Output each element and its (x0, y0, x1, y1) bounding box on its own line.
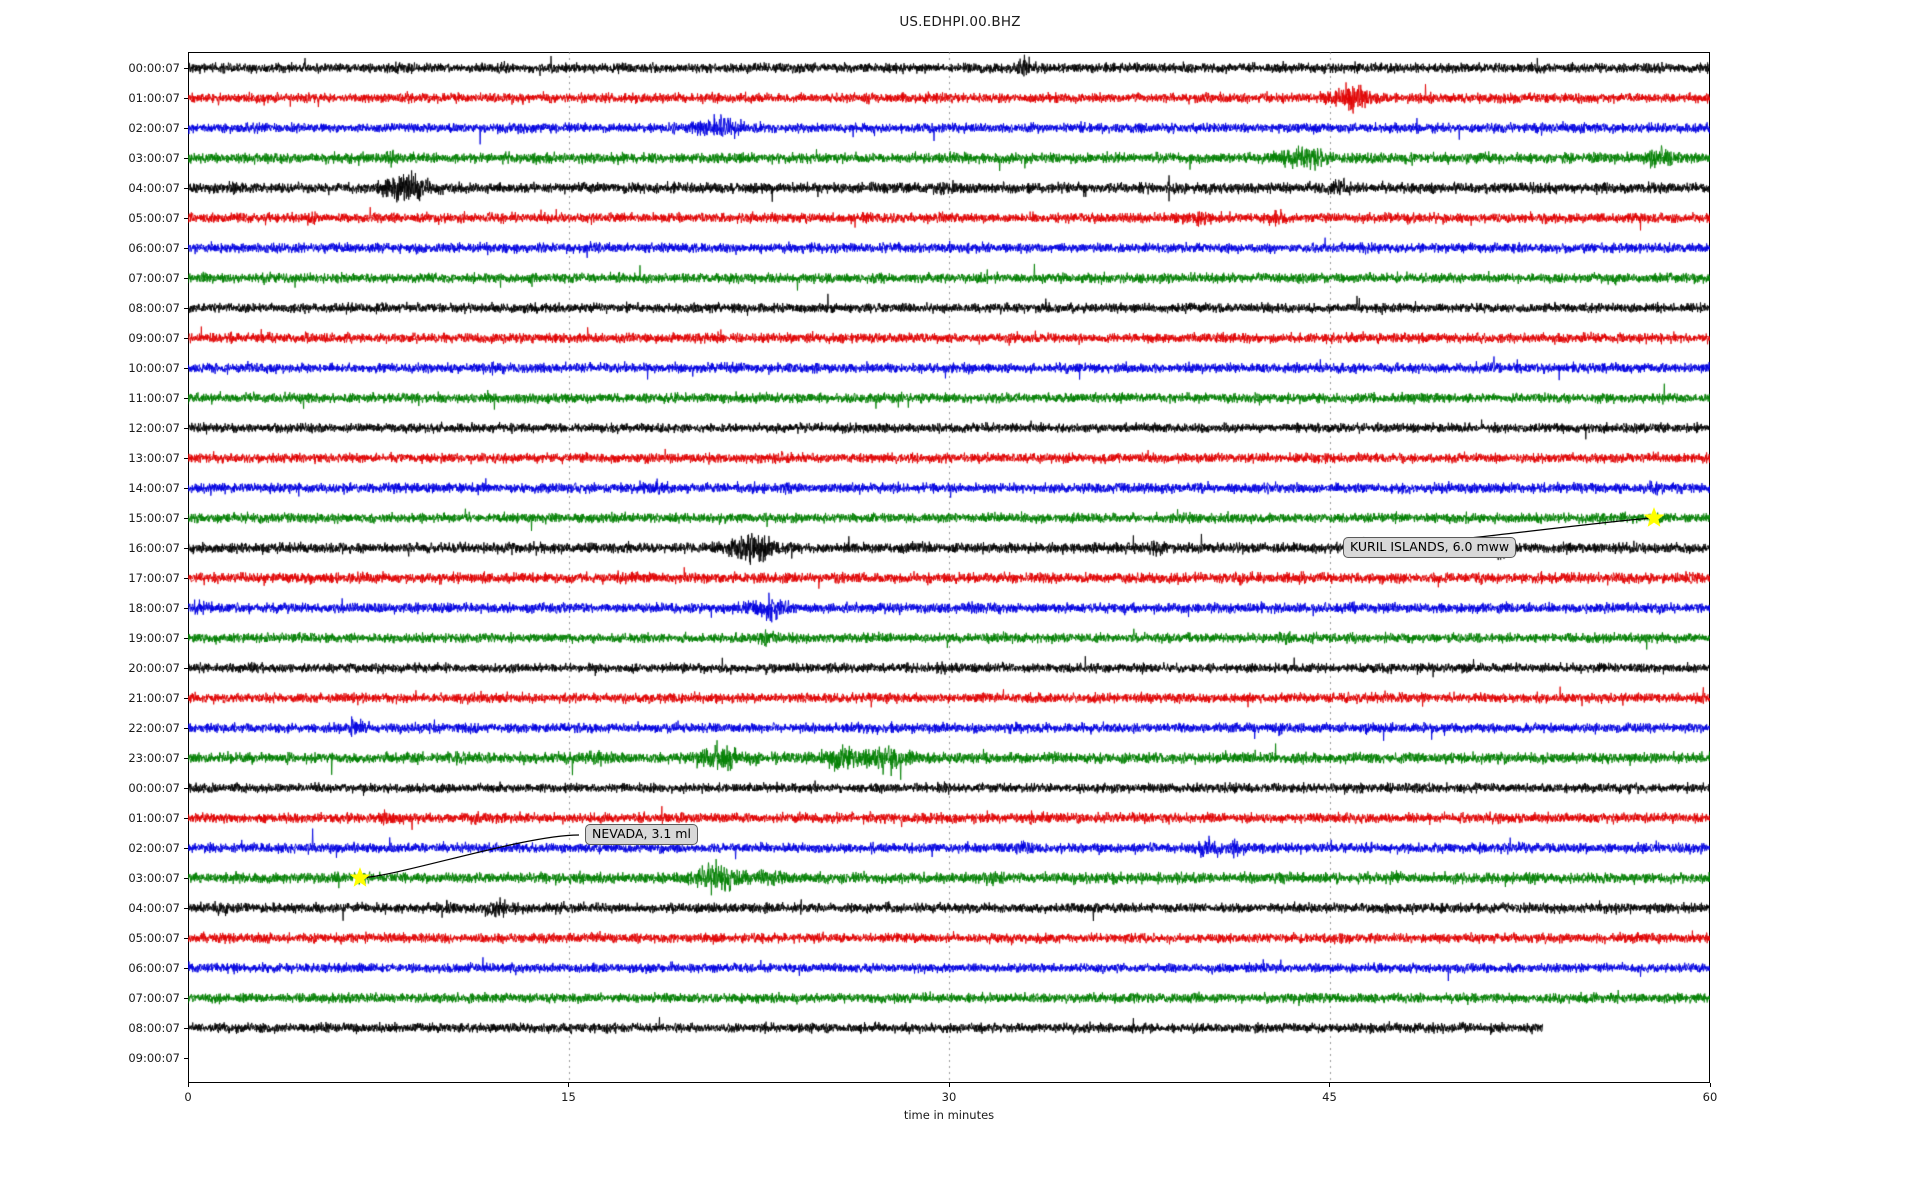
y-axis-tick-label: 12:00:07 (128, 421, 180, 435)
seismogram-traces-canvas (188, 52, 1710, 1083)
y-axis-tick-label: 01:00:07 (128, 91, 180, 105)
y-axis-tick-label: 14:00:07 (128, 481, 180, 495)
y-axis-tick-mark (184, 937, 188, 939)
y-axis-tick-label: 08:00:07 (128, 301, 180, 315)
y-axis-tick-label: 03:00:07 (128, 151, 180, 165)
y-axis-tick-mark (184, 307, 188, 309)
y-axis-tick-label: 09:00:07 (128, 1051, 180, 1065)
y-axis-tick-mark (184, 607, 188, 609)
y-axis-tick-label: 07:00:07 (128, 271, 180, 285)
y-axis-tick-mark (184, 847, 188, 849)
y-axis-tick-mark (184, 817, 188, 819)
x-axis-tick-label: 0 (184, 1090, 192, 1104)
x-axis-tick-mark (948, 1083, 950, 1087)
y-axis-tick-mark (184, 487, 188, 489)
y-axis-tick-mark (184, 337, 188, 339)
y-axis-tick-label: 23:00:07 (128, 751, 180, 765)
y-axis-tick-label: 21:00:07 (128, 691, 180, 705)
x-axis-tick-mark (1709, 1083, 1711, 1087)
x-axis-tick-label: 60 (1702, 1090, 1718, 1104)
y-axis-tick-mark (184, 217, 188, 219)
y-axis-tick-mark (184, 1027, 188, 1029)
event-annotation-nevada[interactable]: NEVADA, 3.1 ml (585, 824, 698, 846)
x-axis-tick-mark (187, 1083, 189, 1087)
y-axis-tick-mark (184, 67, 188, 69)
y-axis-tick-mark (184, 757, 188, 759)
y-axis-tick-mark (184, 907, 188, 909)
y-axis-tick-mark (184, 727, 188, 729)
x-axis-tick-mark (1329, 1083, 1331, 1087)
y-axis-tick-label: 04:00:07 (128, 181, 180, 195)
y-axis-tick-label: 03:00:07 (128, 871, 180, 885)
y-axis-tick-mark (184, 247, 188, 249)
y-axis-tick-mark (184, 127, 188, 129)
y-axis-tick-mark (184, 1057, 188, 1059)
y-axis-tick-mark (184, 187, 188, 189)
y-axis-tick-mark (184, 697, 188, 699)
y-axis-tick-mark (184, 547, 188, 549)
y-axis-tick-mark (184, 457, 188, 459)
y-axis-tick-label: 22:00:07 (128, 721, 180, 735)
x-axis-label: time in minutes (903, 1108, 995, 1122)
y-axis-tick-label: 18:00:07 (128, 601, 180, 615)
y-axis-tick-mark (184, 637, 188, 639)
y-axis-tick-label: 17:00:07 (128, 571, 180, 585)
y-axis-tick-label: 05:00:07 (128, 211, 180, 225)
y-axis-tick-mark (184, 877, 188, 879)
x-axis-tick-label: 30 (941, 1090, 957, 1104)
y-axis-tick-mark (184, 367, 188, 369)
y-axis-tick-label: 00:00:07 (128, 61, 180, 75)
x-axis-tick-label: 15 (561, 1090, 576, 1104)
x-axis-tick-label: 45 (1322, 1090, 1337, 1104)
y-axis-tick-label: 13:00:07 (128, 451, 180, 465)
y-axis-tick-mark (184, 577, 188, 579)
y-axis-tick-mark (184, 157, 188, 159)
y-axis-tick-mark (184, 667, 188, 669)
event-annotation-kuril-islands[interactable]: KURIL ISLANDS, 6.0 mww (1343, 537, 1517, 559)
event-star-icon (350, 867, 371, 887)
y-axis-tick-label: 02:00:07 (128, 841, 180, 855)
y-axis-tick-label: 10:00:07 (128, 361, 180, 375)
y-axis-tick-mark (184, 427, 188, 429)
y-axis-tick-mark (184, 997, 188, 999)
y-axis-tick-label: 08:00:07 (128, 1021, 180, 1035)
page-title: US.EDHPI.00.BHZ (899, 14, 1021, 30)
y-axis-tick-label: 09:00:07 (128, 331, 180, 345)
event-star-icon (1643, 507, 1665, 527)
y-axis-tick-label: 04:00:07 (128, 901, 180, 915)
y-axis-tick-label: 16:00:07 (128, 541, 180, 555)
y-axis-tick-mark (184, 277, 188, 279)
y-axis-tick-mark (184, 517, 188, 519)
y-axis-tick-label: 11:00:07 (128, 391, 180, 405)
y-axis-tick-label: 02:00:07 (128, 121, 180, 135)
y-axis-tick-label: 15:00:07 (128, 511, 180, 525)
y-axis-tick-mark (184, 967, 188, 969)
y-axis-tick-mark (184, 397, 188, 399)
y-axis-tick-label: 00:00:07 (128, 781, 180, 795)
y-axis-tick-label: 06:00:07 (128, 241, 180, 255)
y-axis-tick-label: 19:00:07 (128, 631, 180, 645)
y-axis-tick-label: 01:00:07 (128, 811, 180, 825)
x-axis-tick-mark (568, 1083, 570, 1087)
y-axis-tick-label: 20:00:07 (128, 661, 180, 675)
y-axis-tick-mark (184, 787, 188, 789)
y-axis-tick-label: 06:00:07 (128, 961, 180, 975)
y-axis-tick-mark (184, 97, 188, 99)
y-axis-tick-label: 05:00:07 (128, 931, 180, 945)
y-axis-tick-label: 07:00:07 (128, 991, 180, 1005)
